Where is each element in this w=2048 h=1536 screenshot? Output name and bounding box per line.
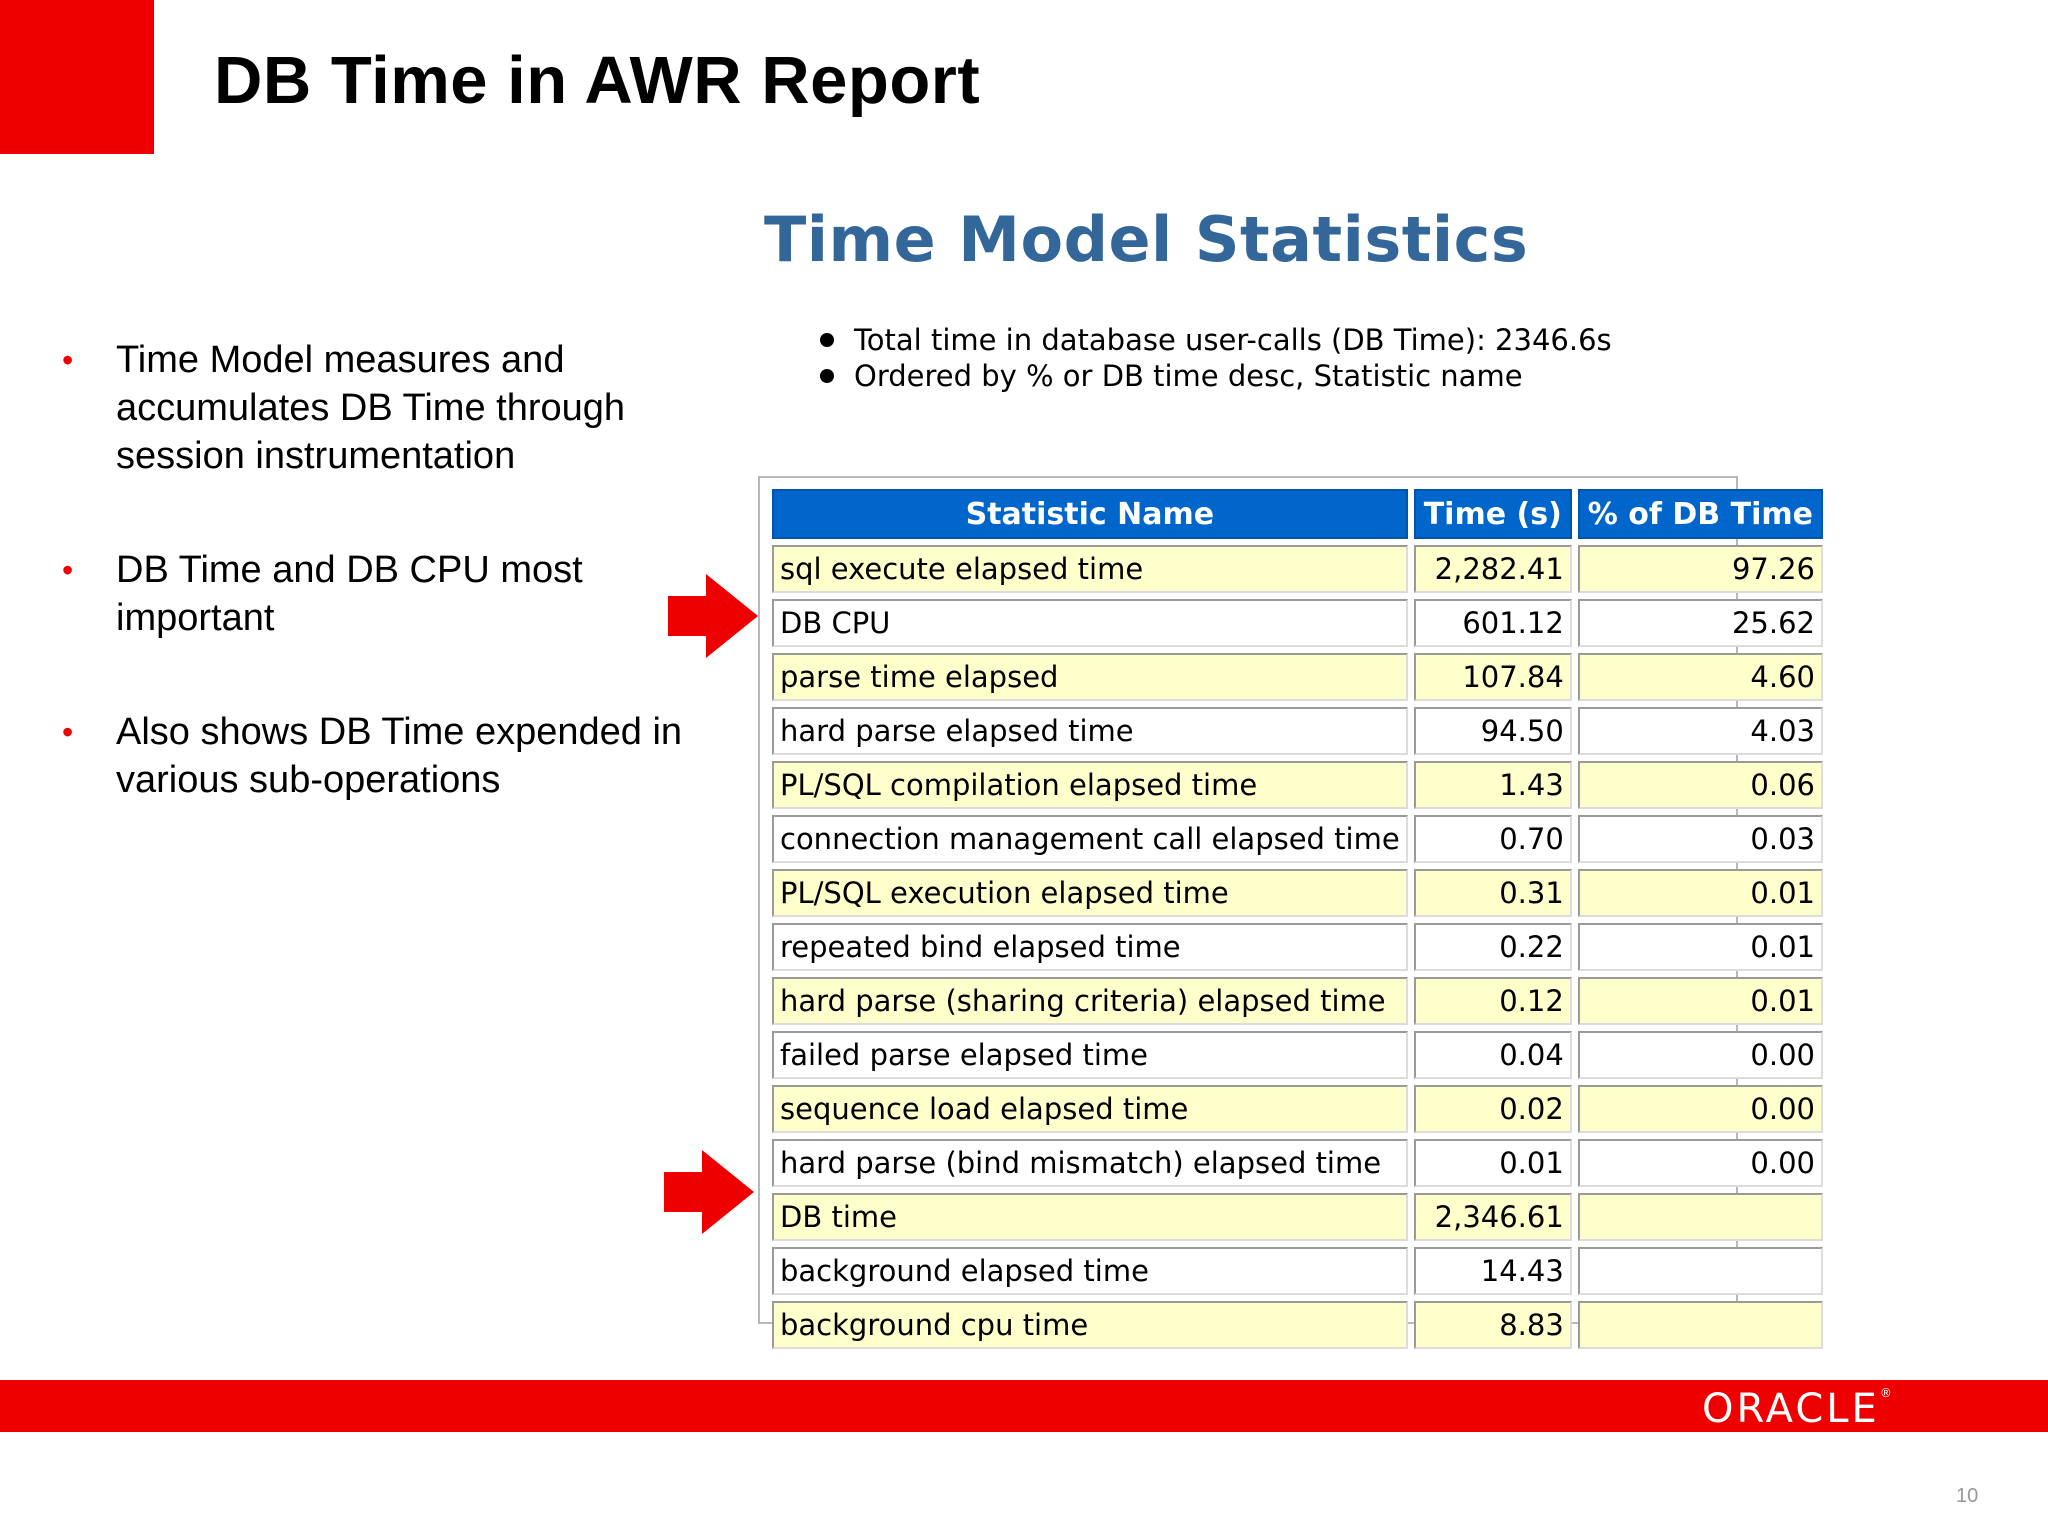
bullet-dot-icon: • (62, 552, 74, 588)
column-header-pct-db-time: % of DB Time (1577, 489, 1823, 539)
red-arrow-icon (668, 574, 758, 658)
report-note: Ordered by % or DB time desc, Statistic … (812, 358, 1612, 394)
cell-time-seconds: 601.12 (1413, 599, 1572, 647)
table-header-row: Statistic Name Time (s) % of DB Time (772, 489, 1823, 539)
cell-statistic-name: sql execute elapsed time (772, 545, 1408, 593)
cell-time-seconds: 0.01 (1413, 1139, 1572, 1187)
cell-pct-db-time (1577, 1193, 1823, 1241)
cell-pct-db-time (1577, 1301, 1823, 1349)
cell-time-seconds: 0.02 (1413, 1085, 1572, 1133)
cell-statistic-name: repeated bind elapsed time (772, 923, 1408, 971)
cell-pct-db-time: 97.26 (1577, 545, 1823, 593)
cell-time-seconds: 0.12 (1413, 977, 1572, 1025)
cell-time-seconds: 0.70 (1413, 815, 1572, 863)
report-notes: Total time in database user-calls (DB Ti… (812, 322, 1612, 394)
table-row: failed parse elapsed time 0.04 0.00 (772, 1031, 1823, 1079)
table-row: hard parse (sharing criteria) elapsed ti… (772, 977, 1823, 1025)
cell-time-seconds: 2,282.41 (1413, 545, 1572, 593)
cell-time-seconds: 0.22 (1413, 923, 1572, 971)
cell-pct-db-time (1577, 1247, 1823, 1295)
cell-statistic-name: background elapsed time (772, 1247, 1408, 1295)
cell-pct-db-time: 0.01 (1577, 977, 1823, 1025)
bullet-item: • DB Time and DB CPU most important (62, 546, 702, 642)
column-header-statistic-name: Statistic Name (772, 489, 1408, 539)
bullet-dot-icon: • (62, 714, 74, 750)
report-note: Total time in database user-calls (DB Ti… (812, 322, 1612, 358)
table-row: connection management call elapsed time 0… (772, 815, 1823, 863)
cell-statistic-name: hard parse (bind mismatch) elapsed time (772, 1139, 1408, 1187)
report-section-title: Time Model Statistics (764, 203, 1529, 276)
cell-statistic-name: DB CPU (772, 599, 1408, 647)
cell-time-seconds: 8.83 (1413, 1301, 1572, 1349)
cell-time-seconds: 14.43 (1413, 1247, 1572, 1295)
table-row: sql execute elapsed time 2,282.41 97.26 (772, 545, 1823, 593)
cell-statistic-name: hard parse (sharing criteria) elapsed ti… (772, 977, 1408, 1025)
bullet-text: DB Time and DB CPU most important (116, 549, 583, 639)
table-row: hard parse (bind mismatch) elapsed time 0… (772, 1139, 1823, 1187)
cell-pct-db-time: 25.62 (1577, 599, 1823, 647)
cell-statistic-name: PL/SQL execution elapsed time (772, 869, 1408, 917)
time-model-table: Statistic Name Time (s) % of DB Time sql… (766, 483, 1829, 1355)
table-row: sequence load elapsed time 0.02 0.00 (772, 1085, 1823, 1133)
bullet-text: Time Model measures and accumulates DB T… (116, 339, 626, 477)
bullet-item: • Also shows DB Time expended in various… (62, 708, 702, 804)
bullet-dot-icon (820, 369, 834, 383)
cell-statistic-name: PL/SQL compilation elapsed time (772, 761, 1408, 809)
report-note-text: Total time in database user-calls (DB Ti… (854, 323, 1612, 357)
cell-pct-db-time: 4.03 (1577, 707, 1823, 755)
footer-bar (0, 1380, 2048, 1432)
cell-statistic-name: connection management call elapsed time (772, 815, 1408, 863)
table-row: DB time 2,346.61 (772, 1193, 1823, 1241)
table-row: repeated bind elapsed time 0.22 0.01 (772, 923, 1823, 971)
cell-pct-db-time: 0.00 (1577, 1031, 1823, 1079)
cell-statistic-name: sequence load elapsed time (772, 1085, 1408, 1133)
table-row: PL/SQL execution elapsed time 0.31 0.01 (772, 869, 1823, 917)
cell-statistic-name: DB time (772, 1193, 1408, 1241)
cell-pct-db-time: 0.01 (1577, 869, 1823, 917)
column-header-time: Time (s) (1413, 489, 1572, 539)
cell-pct-db-time: 0.01 (1577, 923, 1823, 971)
cell-pct-db-time: 0.00 (1577, 1085, 1823, 1133)
brand-block (0, 0, 154, 154)
cell-pct-db-time: 4.60 (1577, 653, 1823, 701)
table-row: background cpu time 8.83 (772, 1301, 1823, 1349)
cell-pct-db-time: 0.03 (1577, 815, 1823, 863)
cell-time-seconds: 0.04 (1413, 1031, 1572, 1079)
cell-time-seconds: 0.31 (1413, 869, 1572, 917)
statistics-table-frame: Statistic Name Time (s) % of DB Time sql… (758, 476, 1823, 1349)
bullet-dot-icon (820, 333, 834, 347)
cell-time-seconds: 94.50 (1413, 707, 1572, 755)
table-body: sql execute elapsed time 2,282.41 97.26 DB … (772, 545, 1823, 1349)
oracle-logo: ORACLE® (1702, 1386, 1892, 1432)
cell-statistic-name: failed parse elapsed time (772, 1031, 1408, 1079)
cell-pct-db-time: 0.00 (1577, 1139, 1823, 1187)
red-arrow-icon (664, 1150, 754, 1234)
cell-statistic-name: hard parse elapsed time (772, 707, 1408, 755)
table-row: parse time elapsed 107.84 4.60 (772, 653, 1823, 701)
slide-title: DB Time in AWR Report (214, 43, 981, 118)
bullet-item: • Time Model measures and accumulates DB… (62, 336, 702, 480)
cell-time-seconds: 2,346.61 (1413, 1193, 1572, 1241)
bullet-text: Also shows DB Time expended in various s… (116, 711, 683, 801)
report-note-text: Ordered by % or DB time desc, Statistic … (854, 359, 1523, 393)
cell-time-seconds: 107.84 (1413, 653, 1572, 701)
bullet-list: • Time Model measures and accumulates DB… (62, 336, 702, 804)
table-row: background elapsed time 14.43 (772, 1247, 1823, 1295)
cell-pct-db-time: 0.06 (1577, 761, 1823, 809)
bullet-dot-icon: • (62, 342, 74, 378)
table-row: PL/SQL compilation elapsed time 1.43 0.06 (772, 761, 1823, 809)
cell-statistic-name: background cpu time (772, 1301, 1408, 1349)
cell-statistic-name: parse time elapsed (772, 653, 1408, 701)
page-number: 10 (1956, 1485, 1979, 1507)
table-row: hard parse elapsed time 94.50 4.03 (772, 707, 1823, 755)
table-row: DB CPU 601.12 25.62 (772, 599, 1823, 647)
cell-time-seconds: 1.43 (1413, 761, 1572, 809)
